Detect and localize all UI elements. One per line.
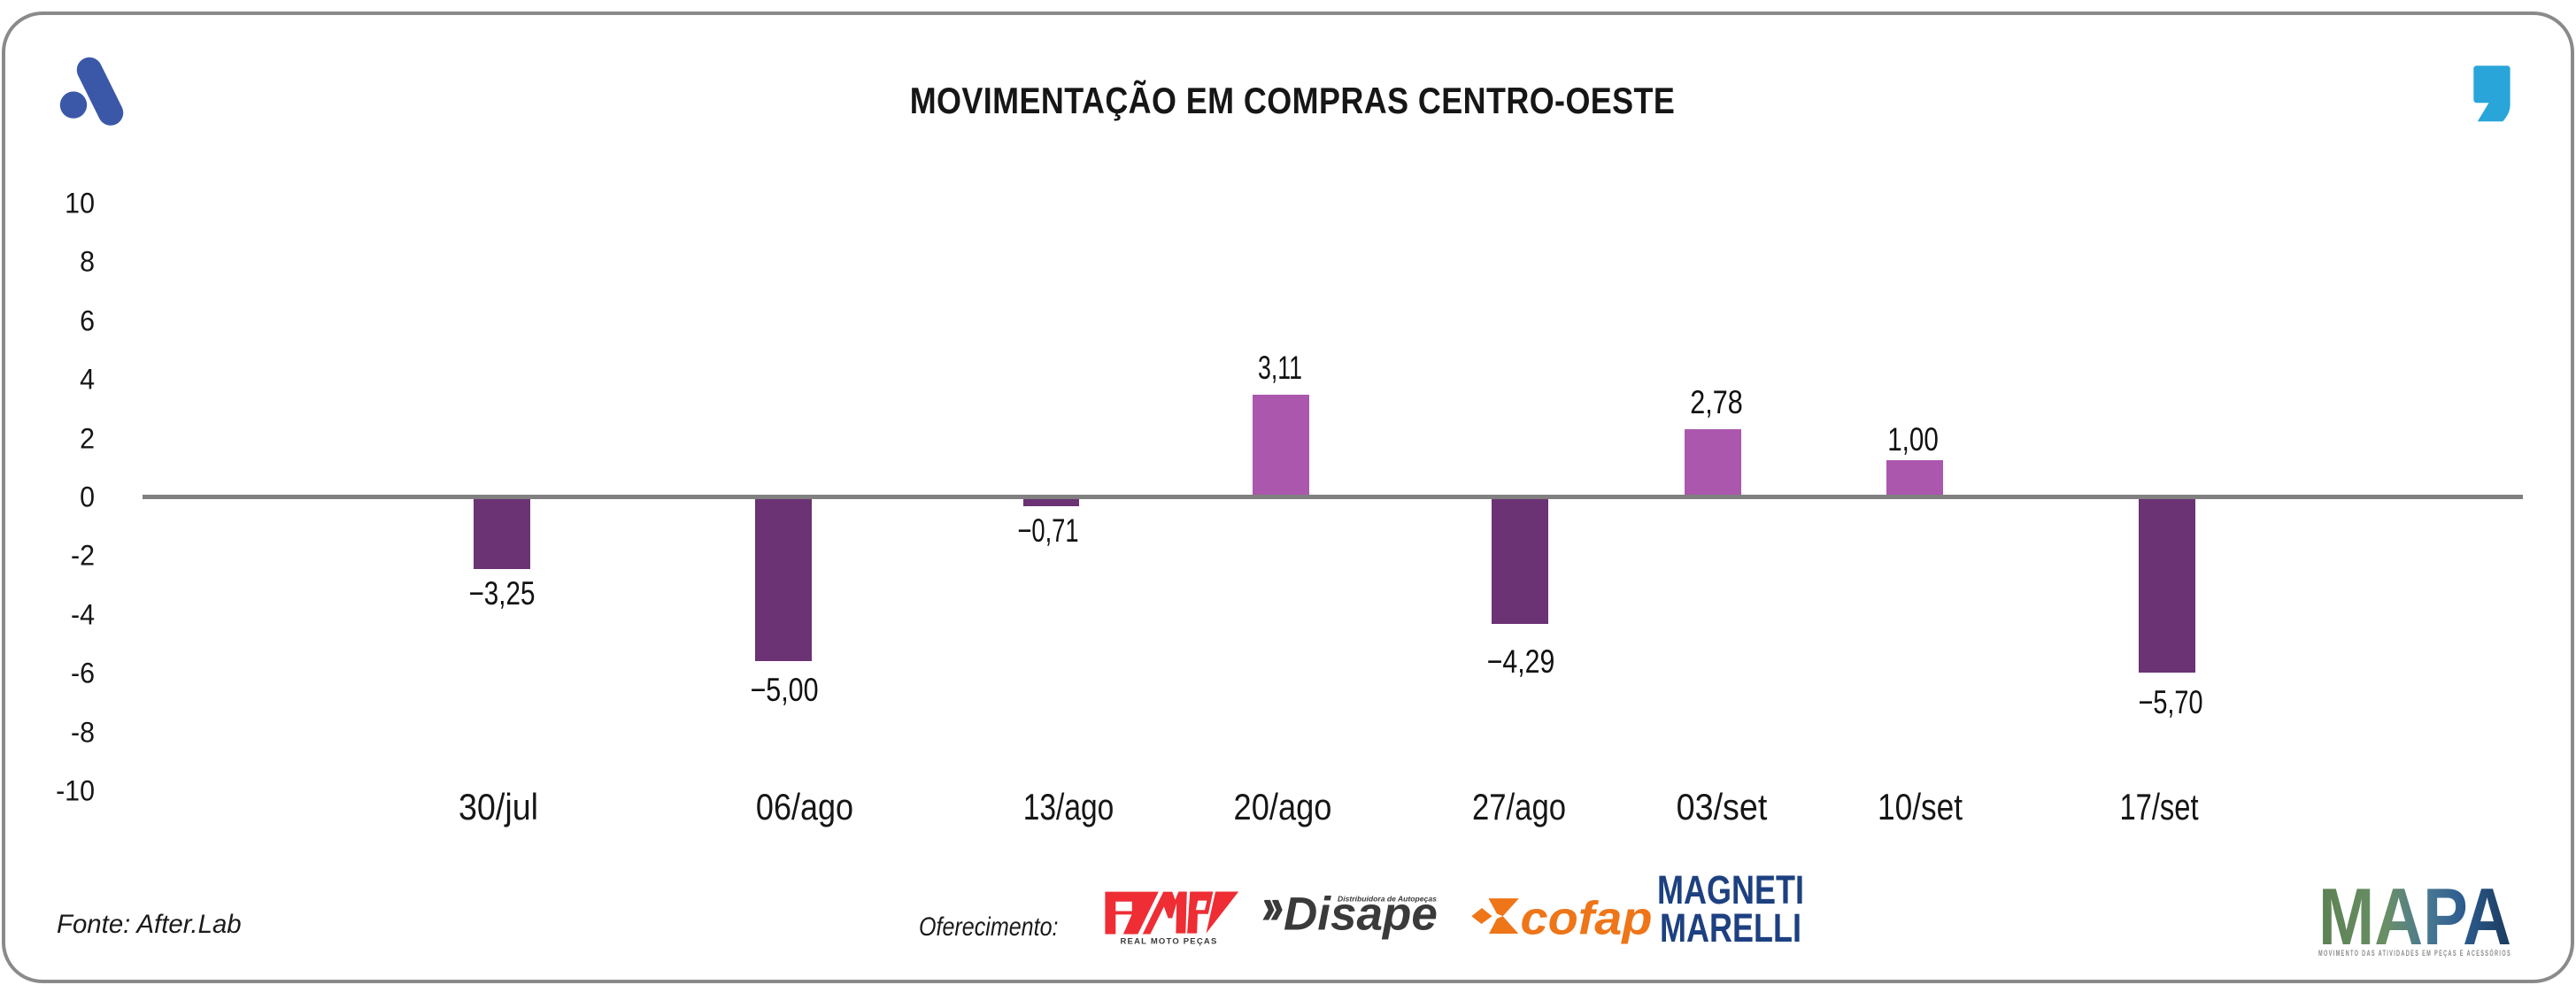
svg-text:REAL MOTO PEÇAS: REAL MOTO PEÇAS (1120, 937, 1217, 947)
svg-text:cofap: cofap (1521, 892, 1653, 944)
svg-text:Distribuidora de Autopeças: Distribuidora de Autopeças (1338, 895, 1437, 904)
svg-text:MOVIMENTO DAS ATIVIDADES EM PE: MOVIMENTO DAS ATIVIDADES EM PEÇAS E ACES… (2318, 948, 2511, 958)
svg-text:MAPA: MAPA (2318, 873, 2511, 962)
svg-text:Disape: Disape (1284, 889, 1438, 941)
